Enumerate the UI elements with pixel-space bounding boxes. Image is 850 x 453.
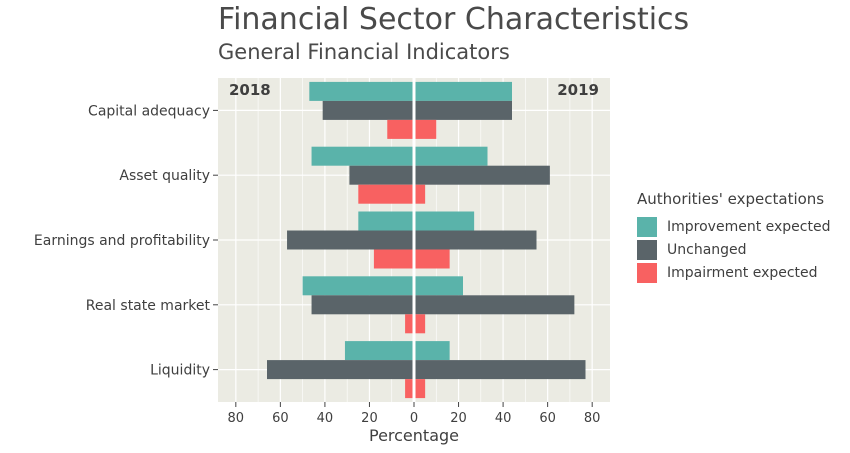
- legend-label-unchanged: Unchanged: [667, 242, 747, 258]
- bar-2019: [414, 211, 475, 231]
- x-tick-label: 40: [495, 411, 512, 426]
- bar-2018: [387, 119, 414, 139]
- bar-2019: [414, 100, 512, 120]
- x-tick-label: 20: [361, 411, 378, 426]
- bar-2019: [414, 249, 450, 269]
- x-tick-label: 80: [228, 411, 245, 426]
- x-tick-label: 0: [410, 411, 418, 426]
- bar-2019: [414, 379, 426, 399]
- category-label: Capital adequacy: [88, 103, 210, 119]
- x-tick-label: 80: [584, 411, 601, 426]
- bar-2018: [349, 165, 414, 185]
- bar-2018: [405, 379, 414, 399]
- bar-2018: [267, 360, 414, 380]
- bar-2019: [414, 295, 575, 315]
- bar-2019: [414, 230, 537, 250]
- x-tick-label: 20: [450, 411, 467, 426]
- panel-label-2018: 2018: [229, 81, 271, 99]
- bar-2019: [414, 314, 426, 334]
- category-label: Liquidity: [150, 363, 210, 379]
- bar-2018: [309, 81, 414, 101]
- bar-2018: [358, 211, 414, 231]
- bar-2019: [414, 165, 550, 185]
- bar-2018: [344, 341, 414, 361]
- bar-2019: [414, 146, 488, 166]
- category-label: Real state market: [86, 298, 211, 314]
- bar-2018: [287, 230, 414, 250]
- bar-2019: [414, 360, 586, 380]
- legend-label-impairment: Impairment expected: [667, 265, 818, 281]
- x-tick-label: 60: [539, 411, 556, 426]
- bar-2018: [405, 314, 414, 334]
- legend-title: Authorities' expectations: [637, 190, 825, 208]
- panel-label-2019: 2019: [557, 81, 599, 99]
- bar-2018: [358, 184, 414, 204]
- legend-label-improvement: Improvement expected: [667, 219, 831, 235]
- x-tick-label: 60: [272, 411, 289, 426]
- bar-2019: [414, 119, 437, 139]
- legend: Authorities' expectations Improvement ex…: [637, 190, 830, 285]
- bar-2018: [311, 146, 414, 166]
- bar-2019: [414, 81, 512, 101]
- bar-2018: [322, 100, 414, 120]
- category-label: Asset quality: [119, 168, 210, 184]
- bar-2019: [414, 276, 463, 296]
- bar-2018: [373, 249, 414, 269]
- x-tick-label: 40: [317, 411, 334, 426]
- legend-swatch-unchanged: [637, 240, 657, 260]
- chart-title: Financial Sector Characteristics: [218, 2, 690, 37]
- bar-2018: [302, 276, 414, 296]
- chart-subtitle: General Financial Indicators: [218, 40, 510, 64]
- legend-swatch-improvement: [637, 217, 657, 237]
- legend-item-improvement: Improvement expected: [637, 216, 830, 238]
- x-axis-title: Percentage: [369, 426, 459, 445]
- bar-2018: [311, 295, 414, 315]
- legend-swatch-impairment: [637, 263, 657, 283]
- legend-item-impairment: Impairment expected: [637, 262, 830, 284]
- bar-2019: [414, 184, 426, 204]
- legend-item-unchanged: Unchanged: [637, 239, 830, 261]
- bar-2019: [414, 341, 450, 361]
- category-label: Earnings and profitability: [34, 233, 210, 249]
